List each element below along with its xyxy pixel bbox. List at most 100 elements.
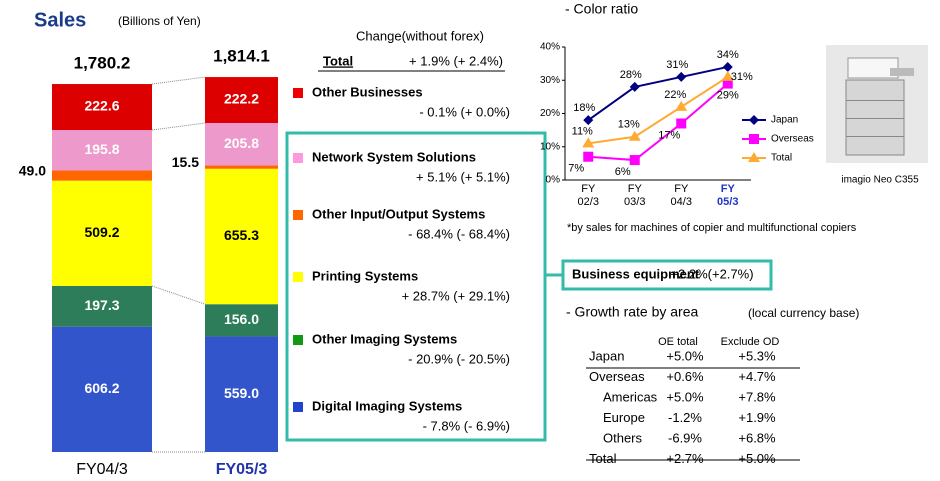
change-header: Change(without forex) bbox=[356, 28, 484, 43]
title: Sales bbox=[34, 9, 86, 31]
value-label: 195.8 bbox=[84, 141, 119, 157]
value-label: 34% bbox=[717, 49, 739, 61]
legend-label: Japan bbox=[771, 115, 798, 126]
value-label: 31% bbox=[666, 59, 688, 71]
column-header: OE total bbox=[658, 336, 698, 348]
marker bbox=[583, 115, 594, 126]
x-tick-label: FY bbox=[674, 183, 689, 195]
value-label: 655.3 bbox=[224, 227, 259, 243]
legend-swatch bbox=[293, 210, 303, 220]
bar-segment bbox=[52, 326, 152, 452]
value-label: 156.0 bbox=[224, 311, 259, 327]
row-label: Others bbox=[603, 430, 643, 445]
bar-segment bbox=[52, 130, 152, 171]
value-label: 222.2 bbox=[224, 91, 259, 107]
x-tick-label: FY bbox=[581, 183, 596, 195]
value-label: 222.6 bbox=[84, 98, 119, 114]
row-label: Europe bbox=[603, 410, 645, 425]
value-label: 18% bbox=[573, 102, 595, 114]
bar-total: 1,780.2 bbox=[74, 53, 131, 72]
marker bbox=[722, 78, 733, 89]
line bbox=[588, 82, 729, 162]
legend-change: + 28.7% (+ 29.1%) bbox=[402, 288, 510, 303]
change-total-label: Total bbox=[323, 53, 353, 68]
value-label: 11% bbox=[572, 125, 593, 137]
cell: +5.0% bbox=[738, 451, 776, 466]
row-label: Overseas bbox=[589, 369, 645, 384]
x-tick-label: 03/3 bbox=[624, 196, 645, 208]
legend-label: Overseas bbox=[771, 134, 814, 145]
bar-segment bbox=[205, 165, 278, 169]
y-tick-label: 40% bbox=[540, 42, 560, 53]
cell: +5.0% bbox=[666, 348, 704, 363]
change-total-value: + 1.9% (+ 2.4%) bbox=[409, 53, 503, 68]
cell: +5.0% bbox=[666, 389, 704, 404]
x-tick-label: FY bbox=[721, 183, 736, 195]
connector-line bbox=[151, 122, 206, 131]
bar-segment bbox=[205, 336, 278, 452]
value-label: 22% bbox=[664, 89, 686, 101]
marker bbox=[629, 155, 640, 166]
legend-change: - 0.1% (+ 0.0%) bbox=[419, 104, 510, 119]
growth-title: - Growth rate by area bbox=[566, 304, 698, 320]
marker bbox=[748, 152, 760, 162]
subtitle: (Billions of Yen) bbox=[118, 14, 201, 28]
marker bbox=[676, 71, 687, 82]
x-tick-label: FY04/3 bbox=[76, 461, 128, 478]
legend-change: - 20.9% (- 20.5%) bbox=[408, 351, 510, 366]
bar-segment bbox=[52, 84, 152, 131]
bar-segment bbox=[205, 122, 278, 166]
bar-segment bbox=[205, 304, 278, 337]
bar-segment bbox=[205, 168, 278, 305]
marker bbox=[721, 70, 734, 81]
marker bbox=[628, 130, 641, 141]
marker bbox=[583, 151, 594, 162]
value-label: 49.0 bbox=[19, 162, 46, 178]
value-label: 7% bbox=[568, 163, 584, 175]
image-caption: imagio Neo C355 bbox=[841, 175, 919, 186]
marker bbox=[722, 61, 733, 72]
marker bbox=[582, 137, 595, 148]
legend-label: Other Input/Output Systems bbox=[312, 206, 485, 221]
cell: +1.9% bbox=[738, 410, 776, 425]
value-label: 28% bbox=[620, 69, 642, 81]
value-label: 29% bbox=[717, 89, 739, 101]
legend-swatch bbox=[293, 88, 303, 98]
row-label: Japan bbox=[589, 348, 624, 363]
row-label: Total bbox=[589, 451, 617, 466]
marker bbox=[675, 100, 688, 111]
column-header: Exclude OD bbox=[721, 336, 780, 348]
marker bbox=[749, 134, 759, 144]
row-label: Americas bbox=[603, 389, 658, 404]
legend-label: Printing Systems bbox=[312, 268, 418, 283]
bar-segment bbox=[205, 77, 278, 123]
legend-swatch bbox=[293, 335, 303, 345]
y-tick-label: 30% bbox=[540, 75, 560, 86]
bar-total: 1,814.1 bbox=[213, 46, 270, 65]
x-tick-label: 02/3 bbox=[578, 196, 599, 208]
line bbox=[587, 65, 728, 121]
legend-label: Total bbox=[771, 153, 792, 164]
connector-line bbox=[151, 285, 206, 305]
business-label: Business equipment bbox=[572, 266, 700, 281]
x-tick-label: FY bbox=[628, 183, 643, 195]
marker bbox=[749, 115, 759, 125]
bar-segment bbox=[52, 180, 152, 286]
value-label: 205.8 bbox=[224, 135, 259, 151]
legend-change: - 7.8% (- 6.9%) bbox=[423, 418, 510, 433]
x-tick-label: 04/3 bbox=[671, 196, 692, 208]
legend-swatch bbox=[293, 153, 303, 163]
cell: +6.8% bbox=[738, 430, 776, 445]
line-chart-title: - Color ratio bbox=[565, 1, 638, 17]
cell: -1.2% bbox=[668, 410, 702, 425]
legend-swatch bbox=[293, 272, 303, 282]
value-label: 13% bbox=[618, 119, 640, 131]
cell: +7.8% bbox=[738, 389, 776, 404]
connector-line bbox=[151, 76, 206, 85]
cell: +5.3% bbox=[738, 348, 776, 363]
value-label: 6% bbox=[615, 166, 631, 178]
legend-label: Network System Solutions bbox=[312, 149, 476, 164]
x-tick-label: 05/3 bbox=[717, 196, 738, 208]
y-tick-label: 10% bbox=[540, 141, 560, 152]
y-tick-label: 0% bbox=[546, 175, 561, 186]
